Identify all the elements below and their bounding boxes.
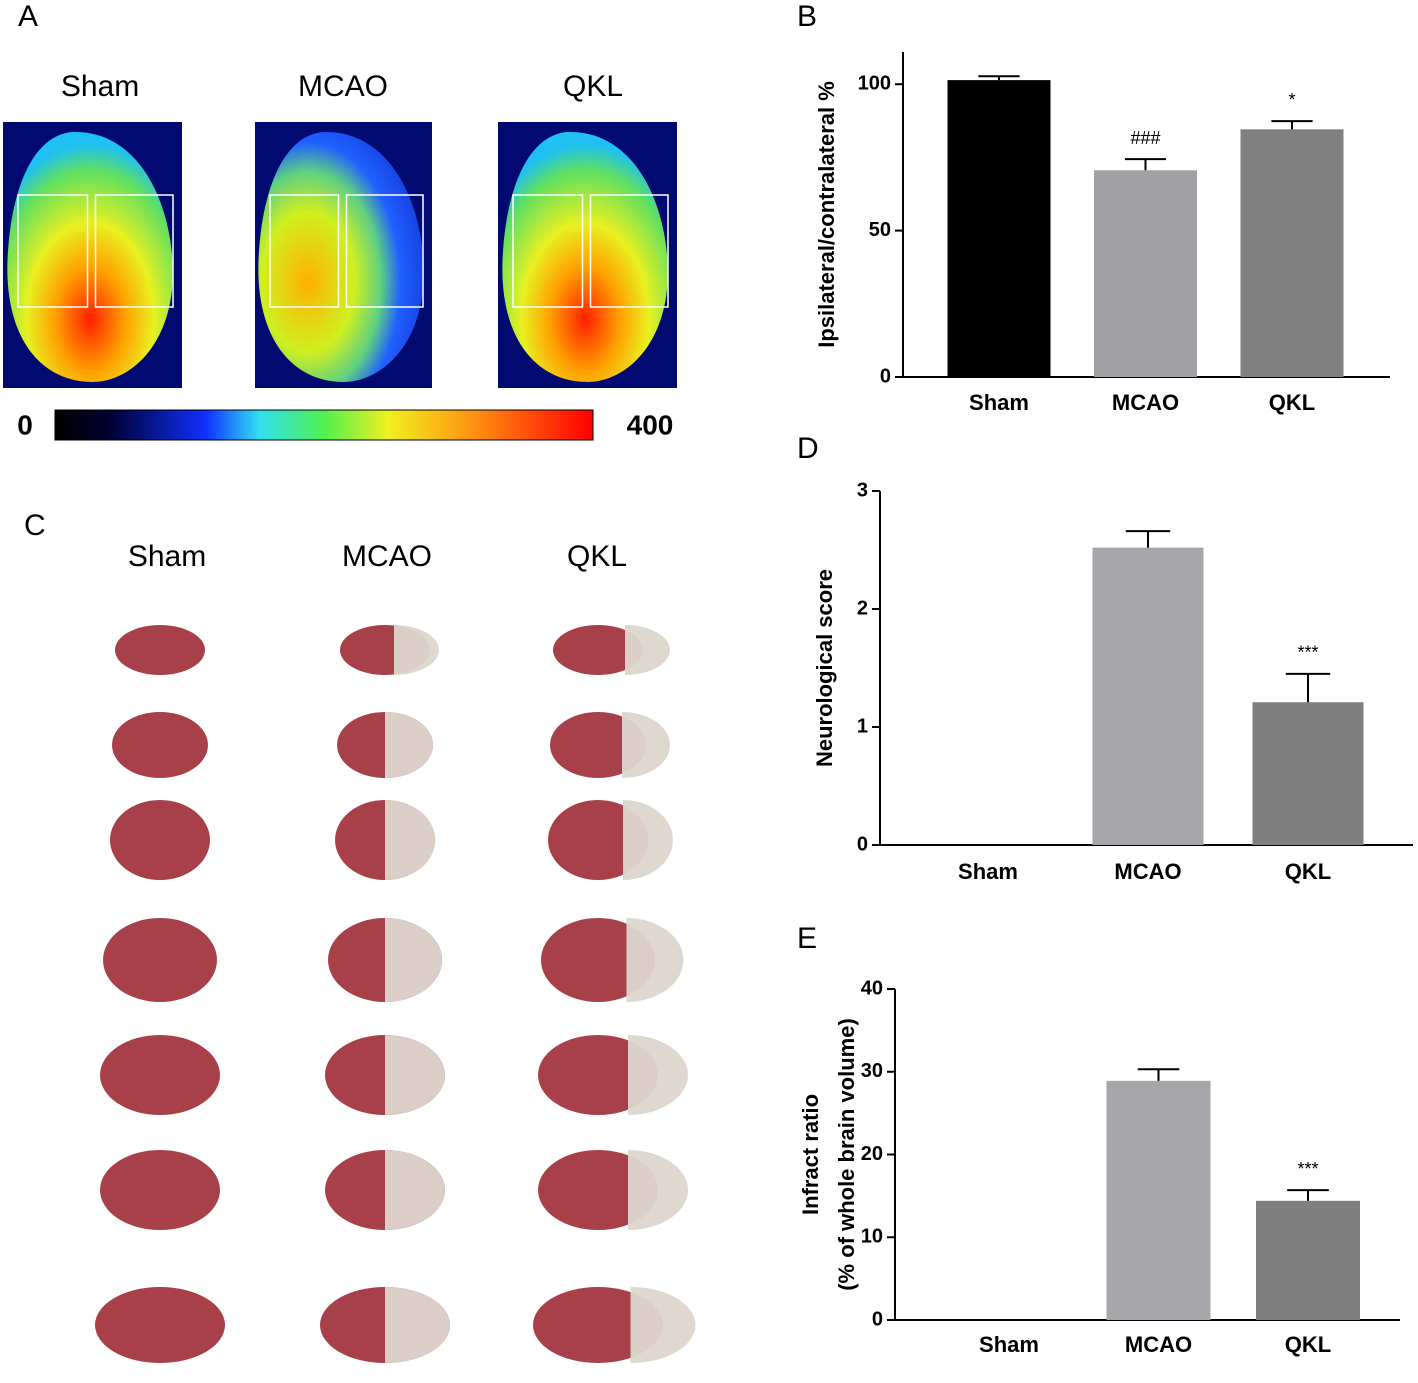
brain-slice <box>112 712 208 778</box>
column-label: MCAO <box>342 540 432 573</box>
x-tick-label: MCAO <box>1125 1332 1192 1357</box>
infarct <box>385 800 435 880</box>
significance-label: * <box>1288 90 1295 110</box>
bar <box>1092 547 1204 845</box>
colorbar-min: 0 <box>17 409 33 440</box>
brain-slice <box>115 625 205 675</box>
panel-label: E <box>797 922 817 955</box>
panel-label: A <box>18 0 38 33</box>
infarct <box>623 800 673 880</box>
x-tick-label: QKL <box>1285 1332 1331 1357</box>
y-tick-label: 1 <box>857 715 868 737</box>
roi-box <box>512 194 584 308</box>
y-tick-label: 20 <box>861 1143 883 1165</box>
x-tick-label: MCAO <box>1114 859 1181 884</box>
bar <box>1240 129 1344 377</box>
roi-box <box>17 194 89 308</box>
y-tick-label: 0 <box>857 833 868 855</box>
column-label: Sham <box>128 540 206 573</box>
column-label: MCAO <box>298 70 388 103</box>
roi-box <box>345 194 424 308</box>
brain-slice <box>103 918 217 1002</box>
y-tick-label: 50 <box>869 219 891 241</box>
x-tick-label: MCAO <box>1112 390 1179 415</box>
brain-slice <box>95 1287 225 1363</box>
roi-box <box>589 194 669 308</box>
x-tick-label: Sham <box>979 1332 1039 1357</box>
infarct <box>625 625 670 675</box>
infarct <box>630 1287 696 1363</box>
panel-label: C <box>24 509 46 542</box>
y-tick-label: 2 <box>857 597 868 619</box>
bar <box>947 80 1051 378</box>
y-axis-label: (% of whole brain volume) <box>834 1018 859 1291</box>
infarct <box>628 1035 688 1115</box>
column-label: QKL <box>567 540 627 573</box>
panel-label: B <box>797 0 817 33</box>
panel-label: D <box>797 432 819 465</box>
infarct <box>385 1150 445 1230</box>
infarct <box>394 625 439 675</box>
y-axis-label: Infract ratio <box>798 1094 823 1215</box>
brain-slice <box>100 1150 220 1230</box>
y-tick-label: 3 <box>857 479 868 501</box>
infarct <box>385 918 442 1002</box>
x-tick-label: Sham <box>958 859 1018 884</box>
column-label: Sham <box>61 70 139 103</box>
bar <box>1252 702 1364 845</box>
y-tick-label: 0 <box>872 1308 883 1330</box>
infarct <box>628 1150 688 1230</box>
x-tick-label: Sham <box>969 390 1029 415</box>
colorbar-max: 400 <box>627 409 674 440</box>
y-tick-label: 0 <box>880 365 891 387</box>
x-tick-label: QKL <box>1269 390 1315 415</box>
bar <box>1106 1080 1211 1320</box>
significance-label: ### <box>1130 128 1160 148</box>
y-axis-label: Neurological score <box>812 569 837 767</box>
bar <box>1256 1200 1360 1320</box>
x-tick-label: QKL <box>1285 859 1331 884</box>
infarct <box>622 712 670 778</box>
y-tick-label: 30 <box>861 1060 883 1082</box>
roi-box <box>269 194 340 308</box>
significance-label: *** <box>1297 1159 1318 1179</box>
infarct <box>385 1287 450 1363</box>
column-label: QKL <box>563 70 623 103</box>
y-axis-label: Ipsilateral/contralateral % <box>814 81 839 348</box>
colorbar <box>54 409 594 441</box>
roi-box <box>94 194 174 308</box>
y-tick-label: 10 <box>861 1226 883 1248</box>
infarct <box>626 918 684 1002</box>
y-tick-label: 100 <box>858 72 891 94</box>
infarct <box>385 1035 445 1115</box>
brain-slice <box>100 1035 220 1115</box>
significance-label: *** <box>1297 643 1318 663</box>
brain-slice <box>110 800 210 880</box>
bar <box>1094 170 1197 377</box>
y-tick-label: 40 <box>861 977 883 999</box>
brain-slice <box>553 625 643 675</box>
infarct <box>385 712 433 778</box>
